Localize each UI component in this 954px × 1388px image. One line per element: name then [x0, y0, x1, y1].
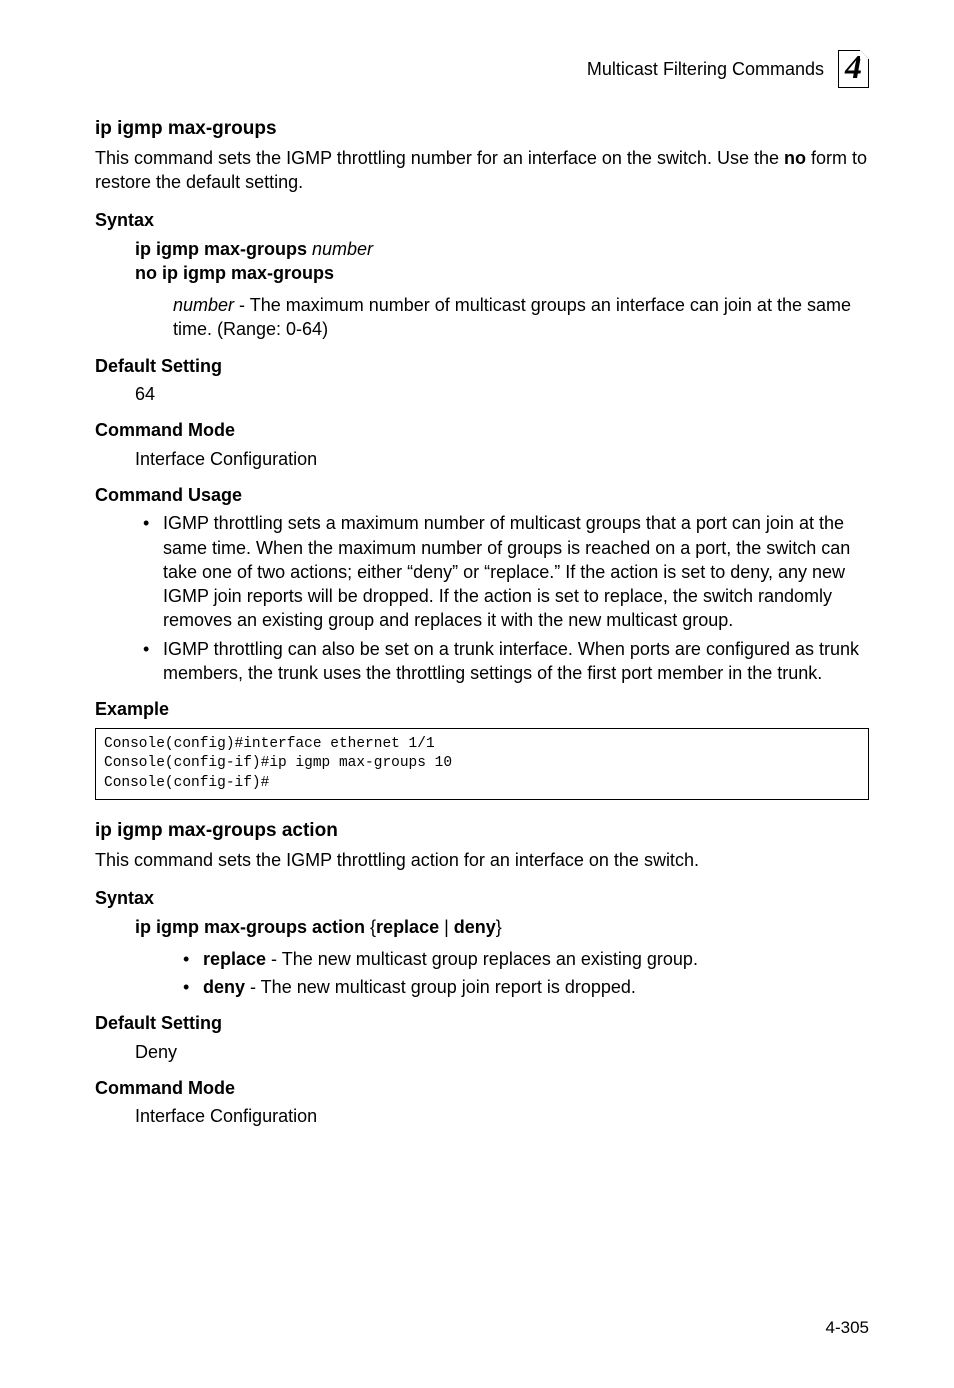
cmd1-syntax-line1-bold: ip igmp max-groups — [135, 239, 307, 259]
cmd1-usage-label: Command Usage — [95, 483, 869, 507]
cmd2-brace-close: } — [496, 917, 502, 937]
cmd2-syntax-b3: deny — [454, 917, 496, 937]
cmd2-syntax-b1: ip igmp max-groups action — [135, 917, 365, 937]
cmd1-usage-list: IGMP throttling sets a maximum number of… — [143, 511, 869, 685]
cmd2-syntax-b2: replace — [376, 917, 439, 937]
chapter-badge: 4 — [838, 50, 869, 88]
cmd1-default-label: Default Setting — [95, 354, 869, 378]
cmd2-intro: This command sets the IGMP throttling ac… — [95, 848, 869, 872]
cmd1-code-block: Console(config)#interface ethernet 1/1 C… — [95, 728, 869, 801]
cmd2-heading: ip igmp max-groups action — [95, 818, 869, 844]
cmd1-example-label: Example — [95, 697, 869, 721]
cmd1-param: number - The maximum number of multicast… — [173, 293, 869, 342]
chapter-number: 4 — [845, 49, 862, 86]
page-header: Multicast Filtering Commands 4 — [95, 50, 869, 88]
cmd1-syntax-line2: no ip igmp max-groups — [135, 261, 869, 285]
cmd2-opt2-text: - The new multicast group join report is… — [245, 977, 636, 997]
cmd2-opt1: replace - The new multicast group replac… — [183, 947, 869, 971]
cmd2-pipe: | — [439, 917, 454, 937]
cmd1-syntax-line1: ip igmp max-groups number — [135, 237, 869, 261]
cmd2-default-val: Deny — [135, 1040, 869, 1064]
cmd2-syntax-line: ip igmp max-groups action {replace | den… — [135, 915, 869, 939]
cmd1-param-italic: number — [173, 295, 234, 315]
cmd1-param-text: - The maximum number of multicast groups… — [173, 295, 851, 339]
cmd2-opt1-text: - The new multicast group replaces an ex… — [266, 949, 698, 969]
header-section-title: Multicast Filtering Commands — [587, 57, 824, 81]
cmd2-mode-label: Command Mode — [95, 1076, 869, 1100]
page-number: 4-305 — [826, 1317, 869, 1340]
cmd2-opt2: deny - The new multicast group join repo… — [183, 975, 869, 999]
cmd1-mode-label: Command Mode — [95, 418, 869, 442]
cmd2-mode-val: Interface Configuration — [135, 1104, 869, 1128]
cmd1-syntax-line2-bold: no ip igmp max-groups — [135, 263, 334, 283]
cmd1-intro-text: This command sets the IGMP throttling nu… — [95, 148, 784, 168]
cmd1-syntax-line1-italic: number — [307, 239, 373, 259]
cmd2-syntax-label: Syntax — [95, 886, 869, 910]
cmd2-opt1-bold: replace — [203, 949, 266, 969]
cmd2-options-list: replace - The new multicast group replac… — [183, 947, 869, 1000]
cmd2-brace-open: { — [365, 917, 376, 937]
cmd1-usage-item2: IGMP throttling can also be set on a tru… — [143, 637, 869, 686]
cmd1-mode-val: Interface Configuration — [135, 447, 869, 471]
cmd1-default-val: 64 — [135, 382, 869, 406]
cmd1-usage-item1: IGMP throttling sets a maximum number of… — [143, 511, 869, 632]
cmd1-intro: This command sets the IGMP throttling nu… — [95, 146, 869, 195]
cmd2-opt2-bold: deny — [203, 977, 245, 997]
cmd2-default-label: Default Setting — [95, 1011, 869, 1035]
cmd1-syntax-label: Syntax — [95, 208, 869, 232]
cmd1-heading: ip igmp max-groups — [95, 116, 869, 142]
cmd1-intro-bold: no — [784, 148, 806, 168]
